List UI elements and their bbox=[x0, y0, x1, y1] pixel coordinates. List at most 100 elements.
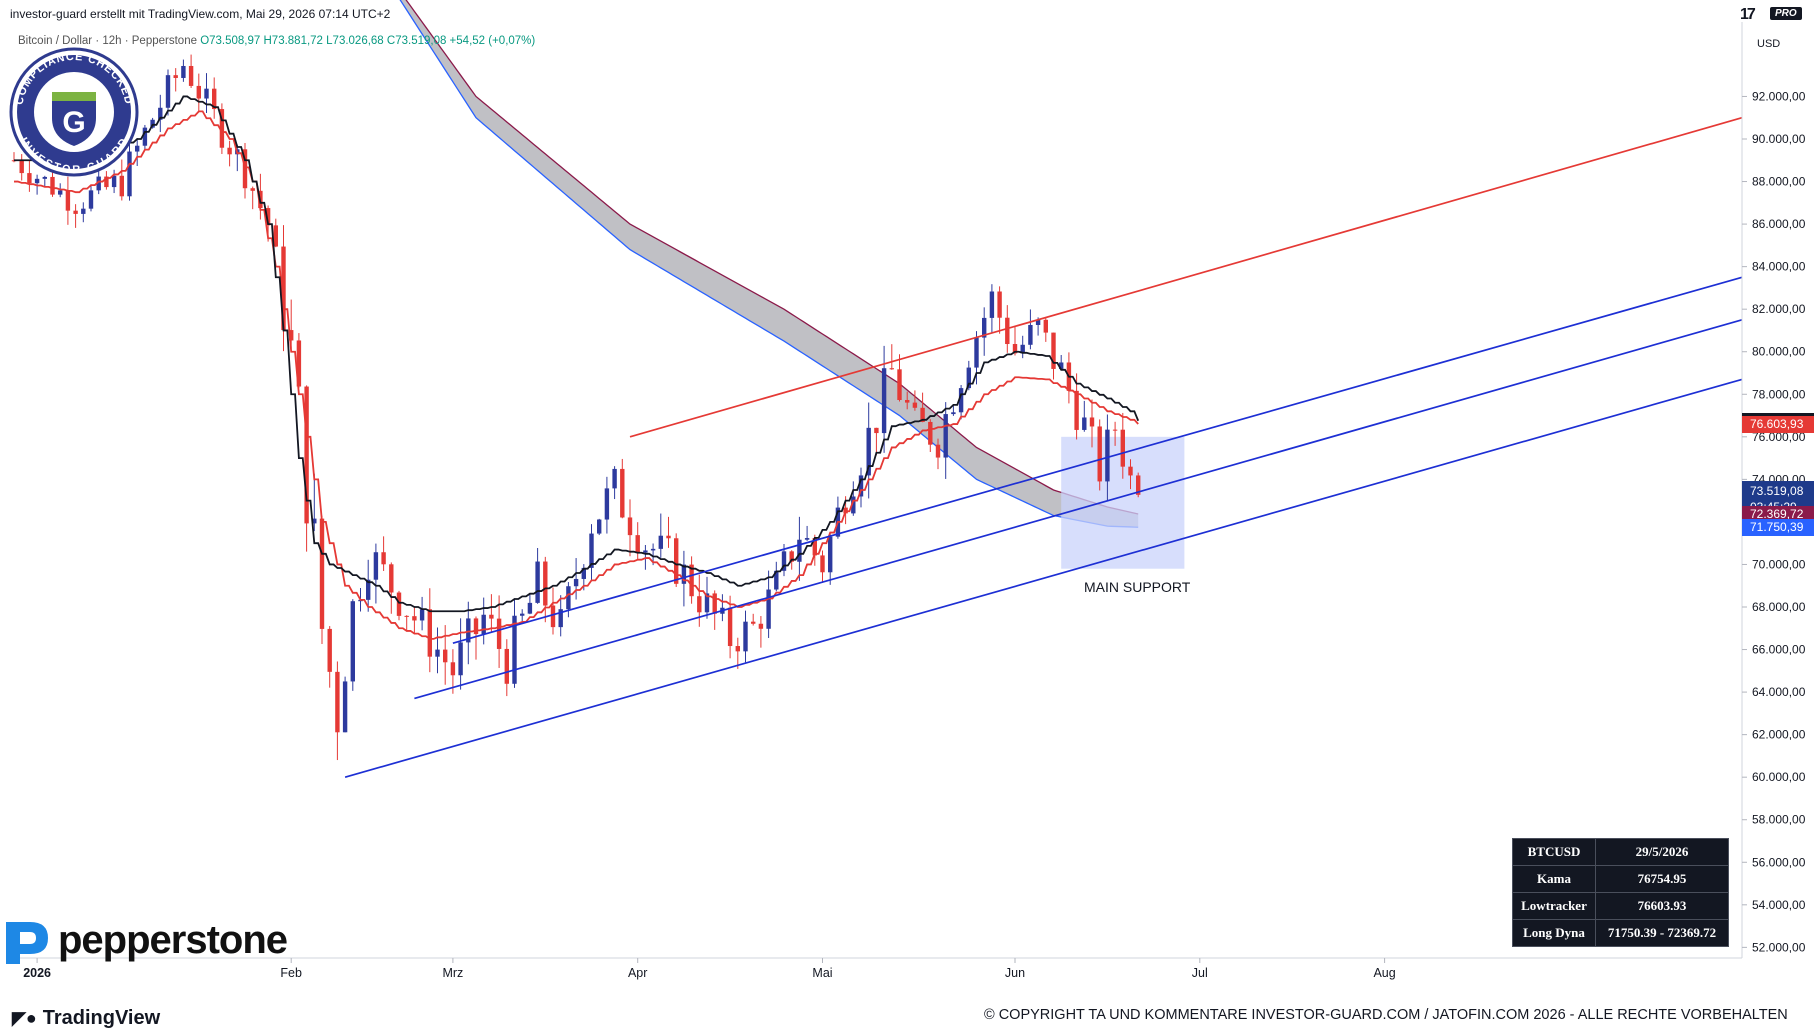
candle-body bbox=[650, 548, 656, 551]
y-tick-label: 82.000,00 bbox=[1752, 302, 1806, 316]
price-axis[interactable]: 92.000,00 90.000,00 88.000,00 86.000,00 84.0… bbox=[1742, 89, 1806, 954]
candle-body bbox=[127, 151, 132, 197]
candle-body bbox=[1089, 417, 1095, 427]
candle-body bbox=[342, 681, 348, 733]
candle-body bbox=[674, 538, 679, 584]
candle-body bbox=[412, 616, 417, 621]
candle-body bbox=[812, 538, 817, 556]
indicator-table: BTCUSD 29/5/2026 Kama 76754.95 Lowtracker 766… bbox=[1512, 838, 1729, 947]
candle-body bbox=[905, 399, 910, 403]
long-dyna-fill bbox=[400, 0, 1139, 528]
candle-body bbox=[65, 190, 71, 211]
indicator-table-row: Lowtracker 76603.93 bbox=[1512, 892, 1729, 920]
candle-body bbox=[858, 475, 864, 497]
copyright-notice: © COPYRIGHT TA UND KOMMENTARE INVESTOR-G… bbox=[984, 1007, 1788, 1023]
candle-body bbox=[751, 621, 756, 624]
candle-body bbox=[1136, 475, 1141, 495]
candle-body bbox=[928, 421, 933, 445]
candle-body bbox=[427, 609, 432, 657]
y-tick-label: 52.000,00 bbox=[1752, 940, 1806, 954]
candle-body bbox=[581, 567, 586, 579]
indicator-table-cell: 29/5/2026 bbox=[1595, 838, 1729, 866]
y-tick-label: 70.000,00 bbox=[1752, 557, 1806, 571]
time-axis[interactable]: 2026 Feb Mrz Apr Mai Jun Jul Aug bbox=[23, 958, 1396, 980]
created-by-line: investor-guard erstellt mit TradingView.… bbox=[10, 7, 391, 21]
indicator-table-row: BTCUSD 29/5/2026 bbox=[1512, 838, 1729, 866]
candle-body bbox=[573, 578, 579, 587]
candle-body bbox=[34, 178, 40, 184]
candle-body bbox=[304, 386, 309, 524]
candle-body bbox=[219, 109, 225, 148]
candle-body bbox=[943, 414, 948, 458]
candle-body bbox=[697, 596, 702, 613]
candle-body bbox=[496, 618, 502, 649]
candle-body bbox=[335, 671, 340, 733]
pepperstone-icon bbox=[6, 922, 48, 964]
candle-body bbox=[781, 551, 787, 571]
candle-body bbox=[281, 246, 286, 331]
candle-body bbox=[350, 601, 355, 682]
y-tick-label: 64.000,00 bbox=[1752, 685, 1806, 699]
candle-body bbox=[912, 402, 918, 408]
candle-body bbox=[874, 427, 879, 434]
x-tick-label: 2026 bbox=[23, 966, 51, 980]
candle-body bbox=[1105, 429, 1110, 482]
candle-body bbox=[242, 149, 248, 189]
candle-body bbox=[1035, 319, 1041, 325]
candle-body bbox=[473, 618, 479, 635]
candle-body bbox=[1051, 332, 1056, 369]
candle-body bbox=[612, 468, 617, 489]
candle-body bbox=[173, 75, 178, 78]
long-dyna-upper bbox=[405, 0, 1139, 515]
price-label: 71.750,39 bbox=[1742, 519, 1814, 537]
candle-body bbox=[404, 615, 409, 617]
compliance-badge: COMPLIANCE CHECKED INVESTOR-GUARD G bbox=[9, 47, 139, 177]
y-tick-label: 92.000,00 bbox=[1752, 89, 1806, 103]
candle-body bbox=[265, 208, 271, 226]
candle-body bbox=[866, 427, 871, 476]
candle-body bbox=[804, 538, 810, 540]
candle-body bbox=[589, 533, 594, 568]
candle-body bbox=[188, 65, 194, 86]
candle-body bbox=[643, 550, 648, 553]
candle-body bbox=[974, 337, 979, 368]
candle-body bbox=[951, 412, 956, 415]
x-tick-label: Jun bbox=[1005, 966, 1025, 980]
y-tick-label: 58.000,00 bbox=[1752, 813, 1806, 827]
candle-body bbox=[212, 88, 217, 110]
candle-body bbox=[620, 468, 625, 518]
candle-body bbox=[982, 317, 987, 338]
candle-body bbox=[689, 564, 694, 597]
candles bbox=[11, 54, 1141, 761]
candle-body bbox=[535, 561, 540, 603]
candle-body bbox=[196, 85, 201, 99]
y-tick-label: 78.000,00 bbox=[1752, 387, 1806, 401]
candle-body bbox=[296, 340, 302, 387]
candle-body bbox=[489, 614, 494, 619]
badge-letter: G bbox=[62, 106, 85, 139]
ohlc-values: O73.508,97 H73.881,72 L73.026,68 C73.519… bbox=[200, 35, 536, 47]
price-label: 76.603,93 bbox=[1742, 415, 1814, 433]
candle-body bbox=[1028, 324, 1033, 345]
candle-body bbox=[635, 535, 640, 553]
candle-body bbox=[543, 561, 548, 606]
candle-body bbox=[797, 539, 802, 562]
symbol-line[interactable]: Bitcoin / Dollar · 12h · Pepperstone O73… bbox=[18, 35, 535, 47]
x-tick-label: Aug bbox=[1373, 966, 1395, 980]
tradingview-logo[interactable]: ◤● TradingView bbox=[12, 1007, 160, 1030]
candle-body bbox=[935, 444, 941, 458]
candle-body bbox=[319, 518, 325, 629]
candle-body bbox=[774, 570, 779, 590]
candle-body bbox=[150, 119, 155, 128]
indicator-table-cell: BTCUSD bbox=[1512, 838, 1596, 866]
candle-body bbox=[604, 488, 610, 520]
candle-body bbox=[828, 536, 833, 573]
trend-channels bbox=[344, 116, 1743, 778]
candle-body bbox=[966, 367, 971, 389]
candle-body bbox=[666, 535, 671, 539]
candle-body bbox=[81, 208, 86, 214]
candle-body bbox=[597, 519, 602, 534]
currency-label[interactable]: USD bbox=[1757, 38, 1781, 50]
candle-body bbox=[997, 291, 1002, 318]
